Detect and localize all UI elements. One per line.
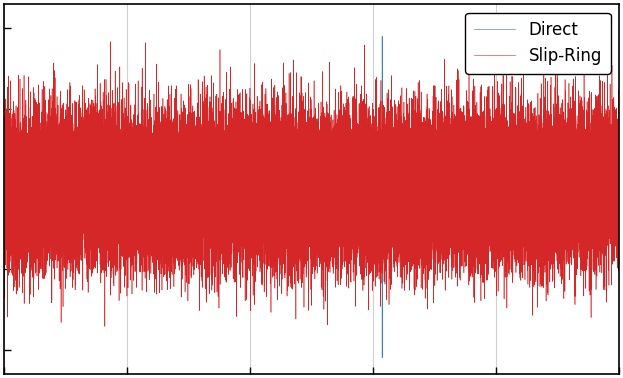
Slip-Ring: [615, 178, 622, 183]
Direct: [42, 176, 50, 181]
Slip-Ring: [1, 214, 8, 219]
Direct: [334, 184, 341, 189]
Direct: [615, 192, 622, 197]
Line: Slip-Ring: Slip-Ring: [4, 31, 619, 327]
Slip-Ring: [334, 198, 341, 202]
Slip-Ring: [236, 215, 244, 220]
Direct: [378, 34, 386, 39]
Direct: [236, 173, 244, 178]
Slip-Ring: [148, 174, 156, 178]
Direct: [457, 174, 464, 179]
Direct: [371, 184, 378, 188]
Slip-Ring: [371, 205, 378, 210]
Line: Direct: Direct: [4, 36, 619, 358]
Slip-Ring: [101, 324, 108, 329]
Slip-Ring: [42, 206, 50, 211]
Slip-Ring: [604, 28, 611, 33]
Slip-Ring: [457, 207, 464, 212]
Direct: [378, 355, 386, 360]
Legend: Direct, Slip-Ring: Direct, Slip-Ring: [465, 12, 611, 73]
Direct: [148, 164, 156, 169]
Direct: [1, 190, 8, 195]
